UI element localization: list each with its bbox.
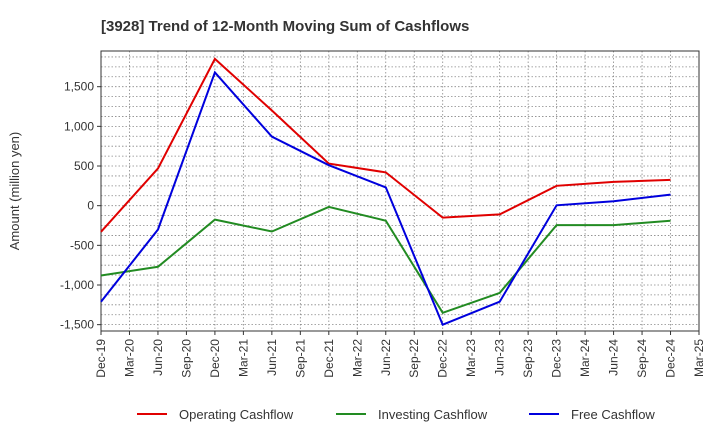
y-tick-label: -1,500 [60,318,94,332]
y-axis: -1,500 -1,000 -500 0 500 1,000 1,500 [60,80,101,332]
x-tick-label: Dec-24 [664,339,678,378]
y-axis-label: Amount (million yen) [7,132,22,251]
x-tick-label: Mar-22 [350,339,364,377]
x-tick-label: Dec-23 [550,339,564,378]
x-tick-label: Dec-21 [322,339,336,378]
x-tick-label: Dec-19 [94,339,108,378]
x-tick-label: Sep-20 [179,339,193,378]
legend-label-operating-cashflow: Operating Cashflow [179,407,294,422]
series-lines [100,57,671,326]
x-tick-label: Sep-24 [635,339,649,378]
series-line-operating-cashflow [100,57,671,233]
x-tick-label: Mar-21 [236,339,250,377]
y-tick-label: 1,000 [64,119,94,133]
x-tick-label: Jun-22 [379,339,393,376]
chart-title: [3928] Trend of 12-Month Moving Sum of C… [101,18,469,35]
x-tick-label: Sep-23 [521,339,535,378]
x-tick-label: Jun-20 [151,339,165,376]
x-tick-label: Mar-25 [692,339,706,377]
y-tick-label: -1,000 [60,278,94,292]
x-tick-label: Mar-20 [122,339,136,377]
y-tick-label: 0 [87,199,94,213]
series-line-investing-cashflow [100,205,671,315]
y-tick-label: 1,500 [64,80,94,94]
grid-lines [100,51,700,331]
x-tick-label: Jun-23 [493,339,507,376]
x-tick-label: Mar-23 [464,339,478,377]
x-tick-label: Dec-20 [208,339,222,378]
series-line-free-cashflow [100,70,671,326]
x-tick-label: Mar-24 [578,339,592,377]
y-tick-label: -500 [70,238,94,252]
legend-label-free-cashflow: Free Cashflow [571,407,655,422]
x-tick-label: Jun-24 [607,339,621,376]
legend-label-investing-cashflow: Investing Cashflow [378,407,488,422]
x-axis: Dec-19 Mar-20 Jun-20 Sep-20 Dec-20 Mar-21 Jun-… [94,331,706,378]
x-tick-label: Sep-21 [293,339,307,378]
plot-area [100,50,700,332]
y-tick-label: 500 [74,159,94,173]
x-tick-label: Dec-22 [436,339,450,378]
x-tick-label: Sep-22 [407,339,421,378]
x-tick-label: Jun-21 [265,339,279,376]
legend: Operating Cashflow Investing Cashflow Free… [137,407,655,422]
